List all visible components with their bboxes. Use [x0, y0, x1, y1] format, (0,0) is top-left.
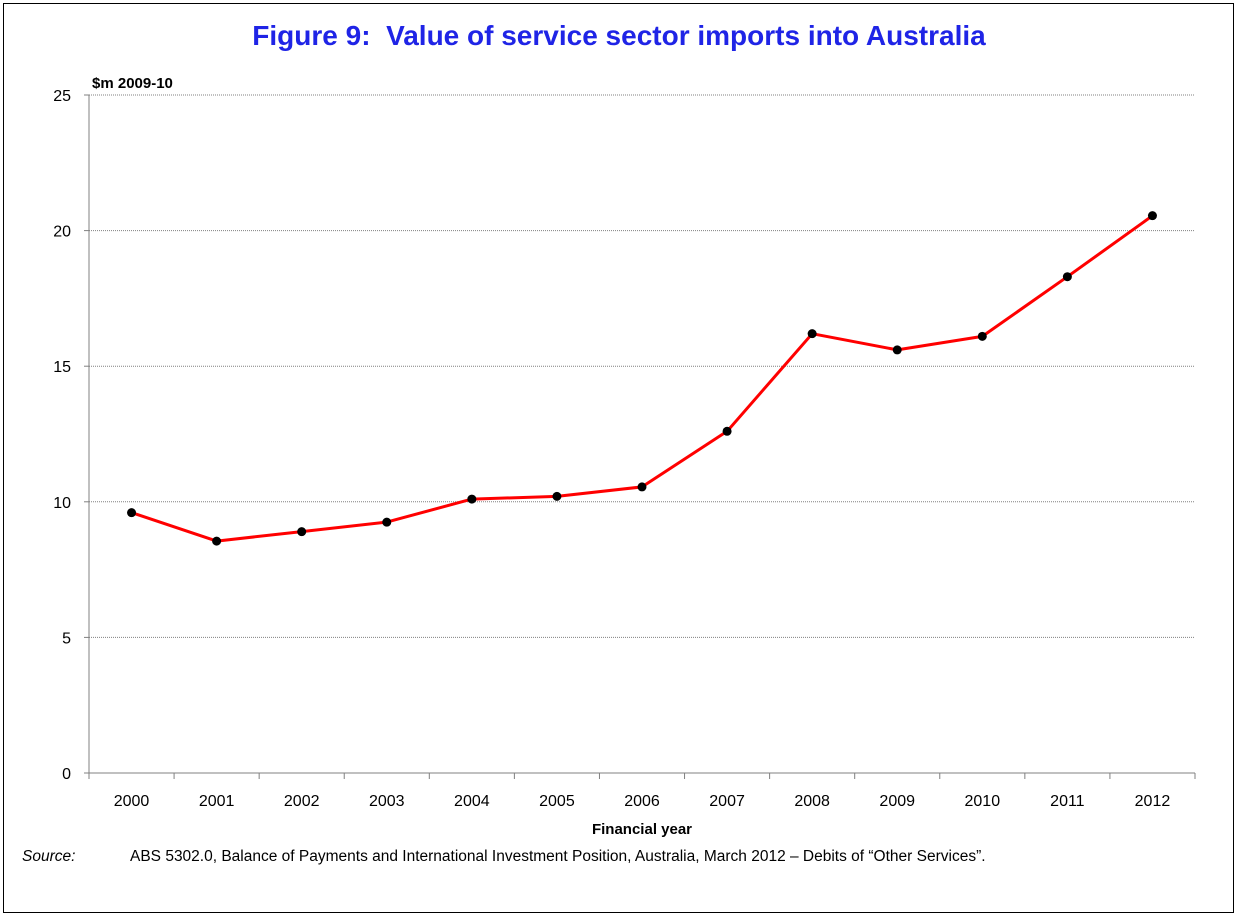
data-point: [977, 331, 987, 341]
y-tick-label: 10: [53, 495, 71, 512]
y-tick-label: 20: [53, 224, 71, 241]
x-tick-label: 2000: [114, 793, 150, 810]
data-point: [722, 426, 732, 436]
y-tick-label: 15: [53, 359, 71, 376]
data-point: [212, 536, 222, 546]
axes: [84, 94, 1196, 779]
x-tick-label: 2005: [539, 793, 575, 810]
y-tick-label: 0: [62, 766, 71, 783]
series-layer: [127, 211, 1157, 546]
data-point: [807, 329, 817, 339]
x-tick-label: 2010: [965, 793, 1001, 810]
chart-frame: [3, 3, 1234, 913]
x-tick-label: 2009: [879, 793, 915, 810]
data-point: [1062, 272, 1072, 282]
data-point: [467, 494, 477, 504]
data-point: [552, 491, 562, 501]
x-tick-label: 2011: [1050, 793, 1085, 810]
x-tick-label: 2006: [624, 793, 660, 810]
data-point: [382, 517, 392, 527]
y-tick-label: 5: [62, 630, 71, 647]
tick-labels: 0 5 10 15 20 25 2000 2001 2002 2003 2004 2005 2006 20…: [53, 88, 1170, 810]
x-tick-label: 2002: [284, 793, 320, 810]
chart-title: Figure 9: Value of service sector import…: [252, 20, 986, 51]
x-tick-label: 2012: [1135, 793, 1171, 810]
source-label: Source:: [22, 848, 76, 865]
x-tick-label: 2008: [794, 793, 830, 810]
data-point: [1147, 211, 1157, 221]
x-tick-label: 2004: [454, 793, 490, 810]
x-tick-label: 2003: [369, 793, 405, 810]
x-axis-title: Financial year: [592, 821, 692, 838]
data-point: [637, 482, 647, 492]
source-text: ABS 5302.0, Balance of Payments and Inte…: [130, 848, 986, 865]
y-tick-label: 25: [53, 88, 71, 105]
data-point: [127, 508, 137, 518]
data-point: [297, 527, 307, 537]
y-axis-unit-label: $m 2009-10: [92, 75, 173, 92]
data-point: [892, 345, 902, 355]
x-tick-label: 2001: [199, 793, 235, 810]
series-line: [131, 214, 1154, 543]
gridlines: [89, 94, 1195, 638]
x-tick-label: 2007: [709, 793, 745, 810]
